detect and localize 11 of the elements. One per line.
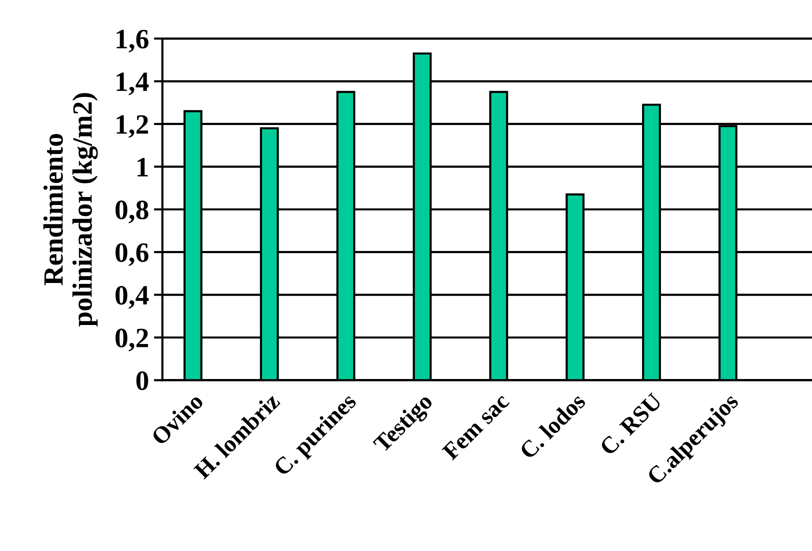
y-tick-label: 1,2 [116,115,148,138]
y-tick-label: 0,8 [116,200,148,224]
y-tick-label: 0,6 [116,243,148,266]
x-tick-label: Fem sac [442,392,510,461]
y-tick-label: 1 [138,158,148,176]
y-tick-label: 1,4 [116,72,149,96]
y-tick-label: 1,6 [116,30,148,53]
y-tick-label: 0,2 [116,328,148,352]
y-tick-label: 0,4 [116,286,149,309]
y-axis-title: Rendimiento polinizador (kg/m2) [43,93,98,326]
y-tick-label: 0 [136,371,148,390]
